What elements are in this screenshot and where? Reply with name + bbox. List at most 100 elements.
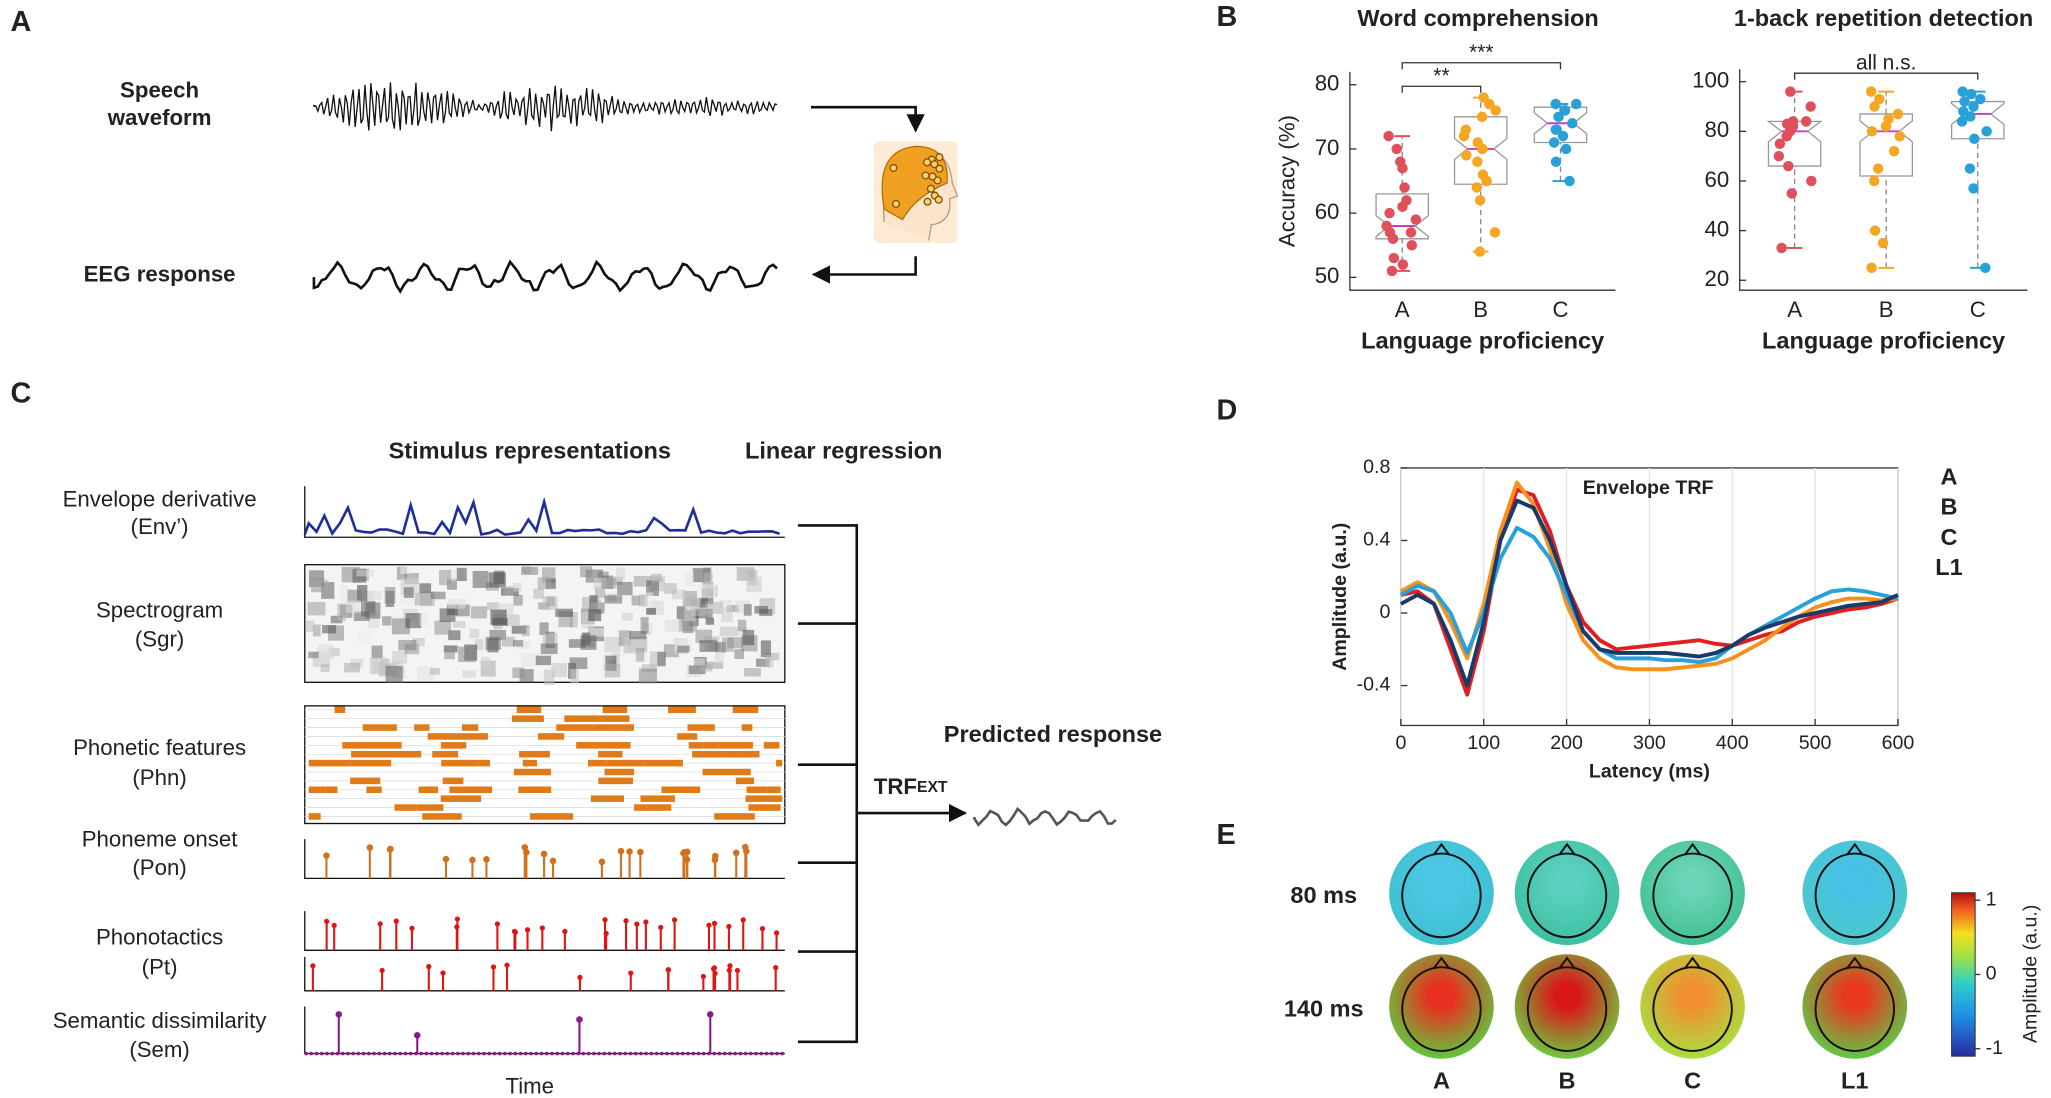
phonetic-bar	[422, 813, 462, 820]
data-point	[1805, 101, 1816, 112]
phonetic-bar	[702, 768, 727, 776]
spectrogram-cell	[551, 663, 568, 678]
sem-dot	[539, 1051, 544, 1056]
data-point	[1957, 86, 1968, 97]
heading: Linear regression	[745, 437, 942, 463]
phonetic-bar	[739, 750, 760, 758]
sem-dot	[550, 1051, 554, 1056]
spectrogram-cell	[488, 572, 506, 588]
sem-dot	[408, 1051, 413, 1056]
sem-dot	[398, 1051, 403, 1056]
data-point	[1981, 126, 1992, 137]
stem-head	[377, 921, 383, 927]
sem-dot	[330, 1051, 335, 1056]
stem-head	[524, 927, 531, 933]
phonetic-bar	[325, 786, 338, 794]
data-point	[1384, 207, 1395, 219]
data-point	[1401, 195, 1412, 206]
feature-name: Phoneme onset	[82, 826, 239, 851]
feature-abbr: (Phn)	[132, 765, 186, 790]
sem-dot	[696, 1051, 701, 1056]
spectrogram-cell	[391, 618, 410, 635]
spectrogram-cell	[320, 664, 330, 672]
arrow	[810, 105, 925, 133]
spectrogram-cell	[646, 607, 656, 615]
sem-dot	[602, 1051, 607, 1056]
spectrogram-cell	[537, 577, 552, 590]
data-point	[1399, 182, 1410, 193]
electrode	[891, 199, 901, 208]
spectrogram-cell	[511, 625, 527, 634]
stem-head	[711, 965, 718, 971]
stem-head	[634, 921, 640, 927]
phonetic-bar	[427, 733, 453, 740]
data-point	[1460, 124, 1472, 135]
phonetic-bar	[442, 777, 464, 785]
phonetic-bar	[763, 742, 780, 749]
nose	[1558, 842, 1576, 856]
significance-label: all n.s.	[1856, 52, 1916, 75]
phonetic-bar	[692, 750, 724, 758]
y-tick-label: 0	[1380, 601, 1391, 623]
spectrogram-cell	[754, 605, 769, 614]
stem-head	[335, 1011, 343, 1018]
spectrogram-cell	[588, 627, 605, 637]
sem-dot	[440, 1051, 444, 1056]
spectrogram-cell	[306, 620, 315, 633]
phonetic-bar	[587, 759, 607, 767]
phonetic-bar	[746, 786, 768, 794]
sem-dot	[382, 1051, 387, 1056]
x-tick-label: 100	[1467, 732, 1500, 754]
data-point	[1787, 116, 1799, 127]
sem-dot	[728, 1051, 732, 1056]
eeg-waveform	[312, 259, 778, 294]
phonetic-bar	[606, 759, 645, 767]
spectrogram-cell	[744, 668, 761, 677]
data-point	[1874, 93, 1885, 105]
spectrogram-cell	[485, 636, 501, 650]
phonetic-bar	[537, 733, 565, 740]
spectrogram-cell	[684, 571, 694, 587]
sem-dot	[680, 1051, 685, 1056]
sem-dot	[597, 1051, 601, 1056]
spectrogram-cell	[640, 617, 649, 634]
spectrogram-cell	[316, 648, 333, 660]
sem-dot	[319, 1051, 324, 1056]
x-tick-label: C	[1970, 297, 1986, 322]
spectrogram-cell	[367, 613, 380, 628]
spectrogram-cell	[365, 602, 381, 619]
sem-dot	[455, 1051, 460, 1056]
head-outline	[1814, 966, 1896, 1052]
stem-head	[602, 917, 608, 923]
spectrogram-cell	[604, 636, 621, 653]
data-point	[1567, 118, 1578, 129]
box	[1533, 106, 1588, 144]
sem-dot	[565, 1051, 570, 1056]
data-point	[1564, 175, 1575, 187]
spectrogram-cell	[698, 584, 717, 599]
feature-abbr: (Sgr)	[135, 626, 184, 651]
data-point	[1490, 105, 1501, 116]
stem-head	[773, 965, 779, 971]
phonetic-bar	[726, 768, 751, 776]
sem-dot	[644, 1051, 649, 1056]
box	[1453, 116, 1508, 185]
spectrogram-cell	[682, 619, 694, 634]
data-point	[1776, 242, 1787, 254]
data-point	[1391, 143, 1402, 155]
sem-dot	[571, 1051, 575, 1056]
topomap	[1389, 840, 1494, 946]
phonetic-bar	[350, 777, 381, 785]
spectrogram-cell	[641, 664, 657, 673]
phonetic-bar	[334, 706, 346, 714]
phonetic-bar	[767, 786, 781, 794]
spectrogram-cell	[329, 647, 340, 657]
sem-dot	[497, 1051, 502, 1056]
sem-dot	[555, 1051, 560, 1056]
y-tick-label: 0.8	[1363, 456, 1390, 478]
column-label: B	[1559, 1068, 1576, 1094]
sem-dot	[513, 1051, 518, 1056]
phonetic-bar	[395, 750, 422, 758]
spectrogram-cell	[312, 624, 321, 637]
spectrogram-cell	[521, 566, 539, 575]
